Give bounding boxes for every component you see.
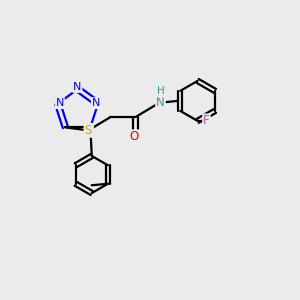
Text: O: O [130,130,139,143]
Text: H: H [157,86,164,97]
Text: N: N [92,98,100,108]
Text: F: F [203,114,210,128]
Text: N: N [73,82,82,92]
Text: N: N [56,98,64,108]
Text: S: S [85,124,92,137]
Text: N: N [156,96,165,109]
Text: N: N [85,124,93,134]
